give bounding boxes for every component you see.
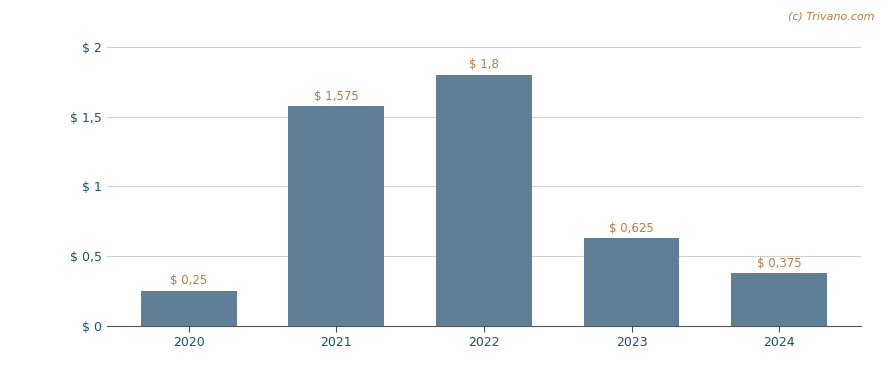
Text: $ 1,8: $ 1,8 [469,58,499,71]
Text: $ 1,575: $ 1,575 [314,90,359,102]
Bar [289,106,385,326]
Text: $ 0,625: $ 0,625 [609,222,654,235]
Bar [436,75,532,326]
Text: (c) Trivano.com: (c) Trivano.com [789,11,875,21]
Text: $ 0,375: $ 0,375 [757,257,801,270]
Text: $ 0,25: $ 0,25 [170,274,208,287]
Bar [141,291,237,326]
Bar [583,239,679,326]
Bar [731,273,827,326]
